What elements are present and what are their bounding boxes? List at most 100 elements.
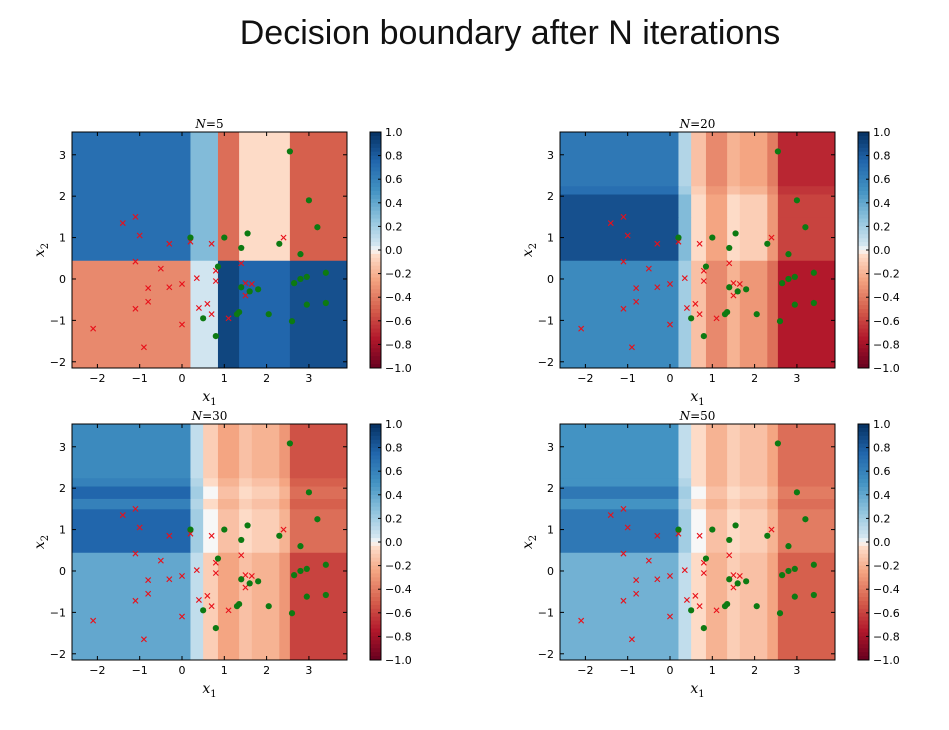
data-point-negative — [132, 305, 139, 312]
x-axis-label-base: x — [690, 681, 698, 697]
colorbar-segment — [858, 226, 869, 231]
x-axis-label-subscript: 1 — [210, 397, 216, 408]
colorbar-segment — [370, 557, 381, 563]
data-point-negative — [179, 280, 185, 287]
colorbar-segment — [858, 557, 869, 563]
data-point-negative — [620, 550, 627, 557]
colorbar-segment — [370, 151, 381, 157]
colorbar-segment — [858, 187, 869, 192]
data-point-negative — [696, 311, 703, 318]
x-tick-label: 1 — [709, 372, 716, 385]
colorbar-segment — [370, 463, 381, 468]
heatmap-cell — [691, 498, 707, 510]
colorbar-segment — [370, 624, 381, 630]
colorbar-segment — [370, 542, 381, 547]
chart-title: N=20 — [679, 117, 716, 131]
colorbar-segment — [370, 364, 381, 369]
data-point-negative — [157, 557, 164, 564]
y-tick-label: 2 — [547, 190, 554, 203]
data-point-positive — [322, 561, 329, 568]
data-point-positive — [724, 601, 731, 608]
colorbar-segment — [370, 451, 381, 456]
y-axis-label-subscript: 2 — [528, 243, 539, 249]
data-point-negative — [90, 617, 97, 624]
x-axis-label-subscript: 1 — [210, 689, 216, 700]
heatmap-cell — [251, 508, 280, 553]
chart-svg: −2 −1 0 1 2 3−2−10123N=30x1x21.00.80.60.40.20… — [32, 409, 412, 700]
colorbar-tick-label: −0.6 — [873, 607, 900, 620]
colorbar-tick-label: −0.8 — [385, 630, 412, 643]
colorbar-tick-label: −0.2 — [873, 560, 900, 573]
colorbar-segment — [858, 424, 869, 429]
data-point-positive — [726, 576, 733, 583]
data-point-negative — [683, 304, 690, 311]
colorbar-tick-label: −0.2 — [873, 268, 900, 281]
colorbar-segment — [858, 561, 869, 567]
colorbar-tick-label: −0.4 — [385, 291, 412, 304]
data-point-positive — [732, 522, 739, 529]
colorbar-segment — [370, 132, 381, 137]
heatmap-cell — [279, 498, 291, 510]
colorbar-segment — [858, 526, 869, 531]
colorbar-tick-label: −0.6 — [385, 315, 412, 328]
colorbar-segment — [858, 159, 869, 164]
heatmap-cell — [727, 508, 741, 553]
data-point-positive — [785, 543, 792, 550]
colorbar-segment — [370, 147, 381, 153]
colorbar-segment — [858, 604, 869, 610]
data-point-positive — [214, 555, 222, 562]
colorbar-segment — [858, 608, 869, 614]
colorbar-segment — [858, 601, 869, 606]
chart-title-variable: N — [679, 409, 691, 423]
y-axis-label-base: x — [520, 541, 536, 549]
colorbar-segment — [858, 320, 869, 326]
data-point-positive — [743, 578, 750, 585]
colorbar-segment — [370, 305, 381, 310]
colorbar-segment — [858, 348, 869, 353]
colorbar-segment — [858, 644, 869, 649]
colorbar-segment — [858, 151, 869, 157]
data-point-positive — [810, 561, 817, 568]
data-point-negative — [140, 636, 147, 643]
x-tick-label: −1 — [132, 372, 148, 385]
colorbar-segment — [370, 312, 381, 318]
heatmap-cell — [289, 260, 348, 369]
data-point-positive — [702, 263, 710, 270]
y-tick-label: 0 — [59, 565, 66, 578]
data-point-positive — [675, 234, 682, 241]
colorbar-segment — [858, 305, 869, 310]
colorbar-segment — [858, 297, 869, 302]
data-point-positive — [238, 576, 245, 583]
heatmap-cell — [203, 424, 219, 479]
data-point-negative — [730, 584, 737, 591]
data-point-negative — [628, 636, 635, 643]
y-tick-label: 3 — [547, 441, 554, 454]
data-point-positive — [774, 440, 781, 447]
heatmap-cell — [289, 424, 348, 479]
y-tick-label: 3 — [547, 149, 554, 162]
colorbar-segment — [858, 498, 869, 504]
x-axis-label-subscript: 1 — [698, 397, 704, 408]
x-tick-label: −2 — [89, 372, 105, 385]
data-point-negative — [166, 532, 173, 539]
colorbar-segment — [858, 344, 869, 349]
colorbar-segment — [370, 573, 381, 578]
colorbar-segment — [858, 502, 869, 508]
colorbar: 1.0 0.8 0.6 0.4 0.2 0.0 −0.2 −0.4 −0.6 −0.8 −1.0 — [369, 418, 412, 667]
y-tick-label: 3 — [59, 441, 66, 454]
data-point-negative — [193, 567, 200, 574]
heatmap-cell — [767, 486, 779, 499]
data-point-negative — [208, 240, 215, 247]
colorbar-segment — [370, 246, 381, 251]
colorbar-segment — [858, 427, 869, 433]
heatmap-cell — [678, 552, 692, 661]
colorbar-segment — [370, 265, 381, 271]
colorbar-segment — [370, 179, 381, 184]
colorbar-tick-label: 1.0 — [873, 126, 891, 139]
heatmap-cells — [560, 424, 836, 661]
x-axis-label-subscript: 1 — [698, 689, 704, 700]
data-point-positive — [244, 522, 251, 529]
axes-frame — [559, 131, 836, 369]
chart-title-variable: N — [191, 409, 203, 423]
data-point-negative — [204, 300, 211, 307]
